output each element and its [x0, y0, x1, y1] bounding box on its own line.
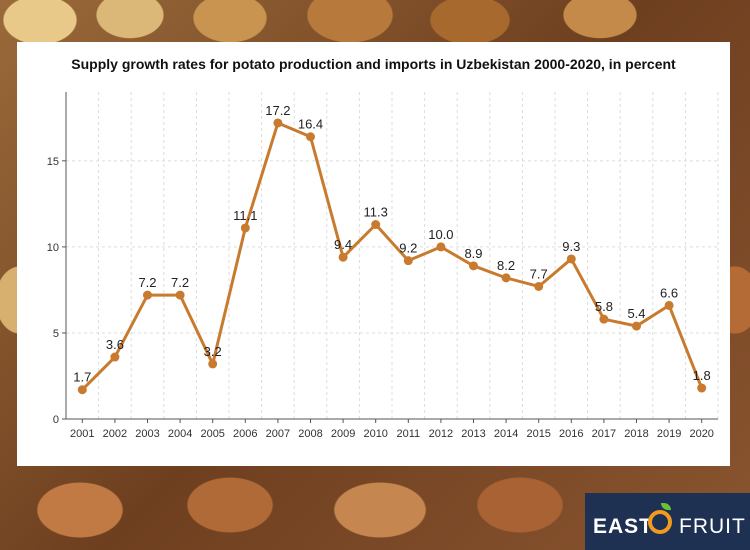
- data-label: 7.7: [530, 266, 548, 281]
- x-tick-label: 2011: [396, 428, 420, 440]
- data-point: [77, 385, 87, 395]
- data-point: [697, 383, 707, 393]
- eastfruit-logo: EAST FRUIT: [585, 493, 750, 550]
- data-point: [306, 132, 315, 142]
- data-point: [403, 256, 413, 266]
- data-point: [469, 261, 478, 271]
- data-labels: 1.7 3.6 7.2 7.2 3.2 11.1 17.2 16.4 9.4 11.3 9.2 10.…: [73, 103, 710, 385]
- x-tick-label: 2009: [331, 428, 355, 440]
- y-tick-label: 15: [47, 156, 59, 168]
- x-tick-label: 2006: [233, 428, 257, 440]
- data-point: [371, 220, 381, 230]
- data-label: 1.8: [693, 368, 711, 383]
- data-label: 11.1: [233, 208, 257, 223]
- data-label: 7.2: [171, 275, 189, 290]
- data-point: [208, 359, 218, 369]
- data-point: [240, 223, 250, 233]
- logo-text-fruit: FRUIT: [679, 515, 746, 538]
- x-tick-label: 2002: [103, 428, 127, 440]
- data-label: 5.4: [627, 306, 645, 321]
- data-point: [436, 242, 446, 252]
- data-label: 7.2: [138, 275, 156, 290]
- data-label: 9.3: [562, 239, 580, 254]
- y-tick-label: 5: [53, 328, 59, 340]
- y-tick-labels: 0 5 10 15: [47, 156, 59, 426]
- data-point: [273, 118, 283, 128]
- x-tick-label: 2015: [526, 428, 550, 440]
- x-tick-label: 2010: [363, 428, 387, 440]
- data-point: [501, 273, 511, 283]
- leaf-icon: [661, 503, 671, 510]
- data-label: 11.3: [364, 205, 388, 220]
- y-tick-label: 0: [53, 414, 59, 426]
- series-layer: [77, 118, 707, 395]
- data-label: 8.9: [464, 246, 482, 261]
- data-label: 8.2: [497, 258, 515, 273]
- data-point: [599, 314, 609, 324]
- data-label: 6.6: [660, 285, 678, 300]
- data-point: [534, 281, 544, 291]
- x-tick-label: 2005: [200, 428, 224, 440]
- data-label: 3.2: [204, 344, 222, 359]
- x-tick-label: 2013: [461, 428, 485, 440]
- data-point: [143, 290, 152, 300]
- chart-grid: [66, 92, 719, 419]
- data-point: [632, 321, 641, 331]
- data-label: 16.4: [298, 117, 323, 132]
- chart-title: Supply growth rates for potato productio…: [71, 56, 676, 72]
- logo-text-east: EAST: [593, 515, 654, 538]
- series-line: [81, 121, 704, 391]
- data-label: 9.4: [334, 237, 352, 252]
- x-tick-labels: 2001 2002 2003 2004 2005 2006 2007 2008 2009 2010…: [70, 428, 714, 440]
- data-point: [664, 300, 674, 310]
- data-point: [566, 254, 576, 264]
- x-tick-label: 2017: [592, 428, 616, 440]
- x-tick-label: 2020: [689, 428, 713, 440]
- data-label: 5.8: [595, 299, 613, 314]
- data-label: 9.2: [399, 241, 417, 256]
- data-label: 10.0: [428, 227, 453, 242]
- x-tick-label: 2019: [657, 428, 681, 440]
- data-point: [175, 290, 185, 300]
- data-label: 17.2: [265, 103, 290, 118]
- chart-card: Supply growth rates for potato productio…: [17, 42, 730, 466]
- x-tick-label: 2014: [494, 428, 518, 440]
- data-label: 1.7: [73, 370, 91, 385]
- x-tick-label: 2003: [135, 428, 159, 440]
- data-point: [110, 352, 120, 362]
- data-label: 3.6: [106, 337, 124, 352]
- chart-axes: [62, 92, 718, 423]
- orange-ring-icon: [648, 510, 672, 534]
- x-tick-label: 2008: [298, 428, 322, 440]
- x-tick-label: 2016: [559, 428, 583, 440]
- data-point: [338, 252, 348, 262]
- x-tick-label: 2018: [624, 428, 648, 440]
- x-tick-label: 2012: [429, 428, 453, 440]
- x-tick-label: 2001: [70, 428, 94, 440]
- x-tick-label: 2004: [168, 428, 192, 440]
- x-tick-label: 2007: [266, 428, 290, 440]
- y-tick-label: 10: [47, 242, 59, 254]
